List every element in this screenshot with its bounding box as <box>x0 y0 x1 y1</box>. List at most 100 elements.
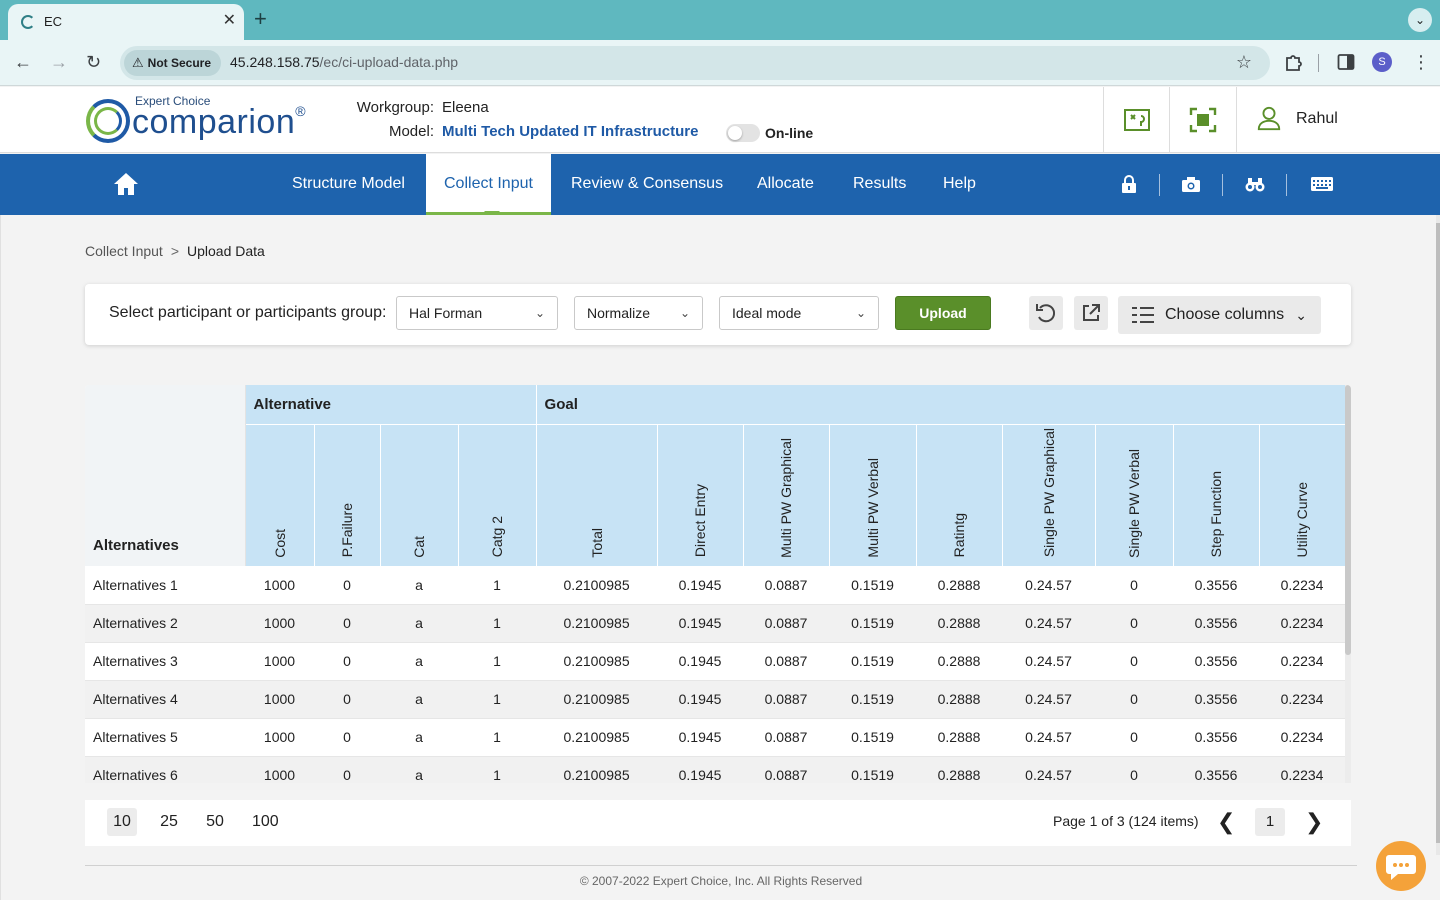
table-cell[interactable]: 0.3556 <box>1173 718 1260 757</box>
table-cell[interactable]: 0.2100985 <box>536 756 658 783</box>
table-cell[interactable]: 0.0887 <box>743 642 830 681</box>
table-cell[interactable]: 0 <box>314 680 380 719</box>
table-cell[interactable]: 0.24.57 <box>1002 604 1096 643</box>
column-header[interactable]: Multi PW Graphical <box>743 424 830 567</box>
normalize-select[interactable]: Normalize ⌄ <box>574 296 703 330</box>
table-cell[interactable]: 0 <box>314 642 380 681</box>
table-cell[interactable]: 0.2100985 <box>536 642 658 681</box>
home-icon[interactable] <box>112 170 140 198</box>
table-cell[interactable]: 0 <box>1095 718 1174 757</box>
user-icon[interactable] <box>1255 105 1283 131</box>
nav-collect-input[interactable]: Collect Input <box>426 154 551 215</box>
bookmark-star-icon[interactable]: ☆ <box>1235 52 1252 72</box>
column-header[interactable]: Single PW Verbal <box>1095 424 1174 567</box>
table-row[interactable]: Alternatives 5 1000 0 a 1 0.2100985 0.1945 0.08… <box>85 718 1346 757</box>
table-cell[interactable]: 1000 <box>245 604 314 643</box>
nav-allocate[interactable]: Allocate <box>757 175 814 192</box>
column-header[interactable]: Multi PW Verbal <box>829 424 917 567</box>
table-cell[interactable]: 0 <box>1095 566 1174 605</box>
table-cell[interactable]: 0.3556 <box>1173 566 1260 605</box>
column-header[interactable]: Total <box>536 424 658 567</box>
mode-select[interactable]: Ideal mode ⌄ <box>719 296 879 330</box>
table-cell[interactable]: 0.2888 <box>916 642 1003 681</box>
nav-results[interactable]: Results <box>853 175 907 192</box>
table-cell[interactable]: 0.0887 <box>743 718 830 757</box>
table-cell[interactable]: 0.2234 <box>1259 604 1346 643</box>
column-header[interactable]: Single PW Graphical <box>1002 424 1096 567</box>
column-header[interactable]: Cat <box>380 424 459 567</box>
table-cell[interactable]: 0 <box>314 604 380 643</box>
table-cell[interactable]: 1 <box>458 756 537 783</box>
page-scrollbar-thumb[interactable] <box>1436 223 1440 843</box>
page-size-50[interactable]: 50 <box>206 813 224 830</box>
table-cell[interactable]: 0 <box>314 566 380 605</box>
table-cell[interactable]: 0.3556 <box>1173 642 1260 681</box>
next-page-icon[interactable]: ❯ <box>1305 809 1324 834</box>
table-vertical-scrollbar[interactable] <box>1345 385 1351 783</box>
participant-select[interactable]: Hal Forman ⌄ <box>396 296 558 330</box>
upload-button[interactable]: Upload <box>895 296 991 330</box>
table-cell[interactable]: 0.2234 <box>1259 718 1346 757</box>
table-cell[interactable]: 0.24.57 <box>1002 718 1096 757</box>
table-cell[interactable]: 0 <box>1095 642 1174 681</box>
table-cell[interactable]: 0 <box>314 756 380 783</box>
security-chip[interactable]: ⚠ Not Secure <box>124 50 222 76</box>
table-cell[interactable]: 0.3556 <box>1173 756 1260 783</box>
table-cell[interactable]: 1000 <box>245 642 314 681</box>
table-cell[interactable]: 1000 <box>245 756 314 783</box>
profile-avatar[interactable]: S <box>1372 52 1392 72</box>
table-cell[interactable]: 0.0887 <box>743 756 830 783</box>
table-cell[interactable]: 0.2888 <box>916 604 1003 643</box>
table-cell[interactable]: 0.1945 <box>657 642 744 681</box>
user-name[interactable]: Rahul <box>1296 110 1338 127</box>
table-cell[interactable]: 0.1519 <box>829 680 917 719</box>
table-cell[interactable]: 1 <box>458 680 537 719</box>
page-size-100[interactable]: 100 <box>252 813 279 830</box>
workgroup-value[interactable]: Eleena <box>442 99 489 116</box>
table-cell[interactable]: 0.1519 <box>829 642 917 681</box>
table-cell[interactable]: 0.3556 <box>1173 604 1260 643</box>
table-cell[interactable]: 0 <box>314 718 380 757</box>
table-cell[interactable]: 1 <box>458 642 537 681</box>
table-cell[interactable]: 1 <box>458 718 537 757</box>
table-cell[interactable]: 0.1945 <box>657 718 744 757</box>
alternatives-column-header[interactable]: Alternatives <box>85 385 246 567</box>
table-cell[interactable]: 0.24.57 <box>1002 680 1096 719</box>
table-cell[interactable]: 0.0887 <box>743 566 830 605</box>
comparion-logo[interactable]: Expert Choice comparion® <box>84 91 324 149</box>
table-cell[interactable]: 0 <box>1095 604 1174 643</box>
address-bar[interactable]: ⚠ Not Secure 45.248.158.75/ec/ci-upload-d… <box>120 46 1270 80</box>
table-row[interactable]: Alternatives 2 1000 0 a 1 0.2100985 0.1945 0.08… <box>85 604 1346 643</box>
table-cell[interactable]: 0.1945 <box>657 756 744 783</box>
column-header[interactable]: Catg 2 <box>458 424 537 567</box>
table-cell[interactable]: 0.2100985 <box>536 604 658 643</box>
table-cell[interactable]: 0.1945 <box>657 566 744 605</box>
previous-page-icon[interactable]: ❮ <box>1217 809 1236 834</box>
column-header[interactable]: Step Function <box>1173 424 1260 567</box>
column-header[interactable]: Utility Curve <box>1259 424 1346 567</box>
table-cell[interactable]: 0.2234 <box>1259 642 1346 681</box>
column-header[interactable]: Ratintg <box>916 424 1003 567</box>
page-size-25[interactable]: 25 <box>160 813 178 830</box>
table-cell[interactable]: 0.1519 <box>829 566 917 605</box>
table-cell[interactable]: 0.2888 <box>916 756 1003 783</box>
page-size-10[interactable]: 10 <box>107 808 137 836</box>
table-cell[interactable]: a <box>380 718 458 757</box>
back-arrow-icon[interactable]: ← <box>14 52 32 72</box>
table-cell[interactable]: 1 <box>458 604 537 643</box>
table-cell[interactable]: 1000 <box>245 680 314 719</box>
page-number-input[interactable]: 1 <box>1255 808 1285 836</box>
nav-help[interactable]: Help <box>943 175 976 192</box>
table-cell[interactable]: 0.2888 <box>916 718 1003 757</box>
table-cell[interactable]: 0.24.57 <box>1002 566 1096 605</box>
table-cell[interactable]: 0.1519 <box>829 718 917 757</box>
binoculars-icon[interactable] <box>1244 174 1266 194</box>
model-name-link[interactable]: Multi Tech Updated IT Infrastructure <box>442 123 699 140</box>
table-cell[interactable]: 0.2888 <box>916 566 1003 605</box>
table-cell[interactable]: 0.2100985 <box>536 718 658 757</box>
page-vertical-scrollbar[interactable] <box>1436 215 1440 855</box>
table-cell[interactable]: 1 <box>458 566 537 605</box>
reload-icon[interactable]: ↻ <box>86 52 102 72</box>
reset-button[interactable] <box>1029 296 1063 330</box>
table-row[interactable]: Alternatives 4 1000 0 a 1 0.2100985 0.1945 0.08… <box>85 680 1346 719</box>
